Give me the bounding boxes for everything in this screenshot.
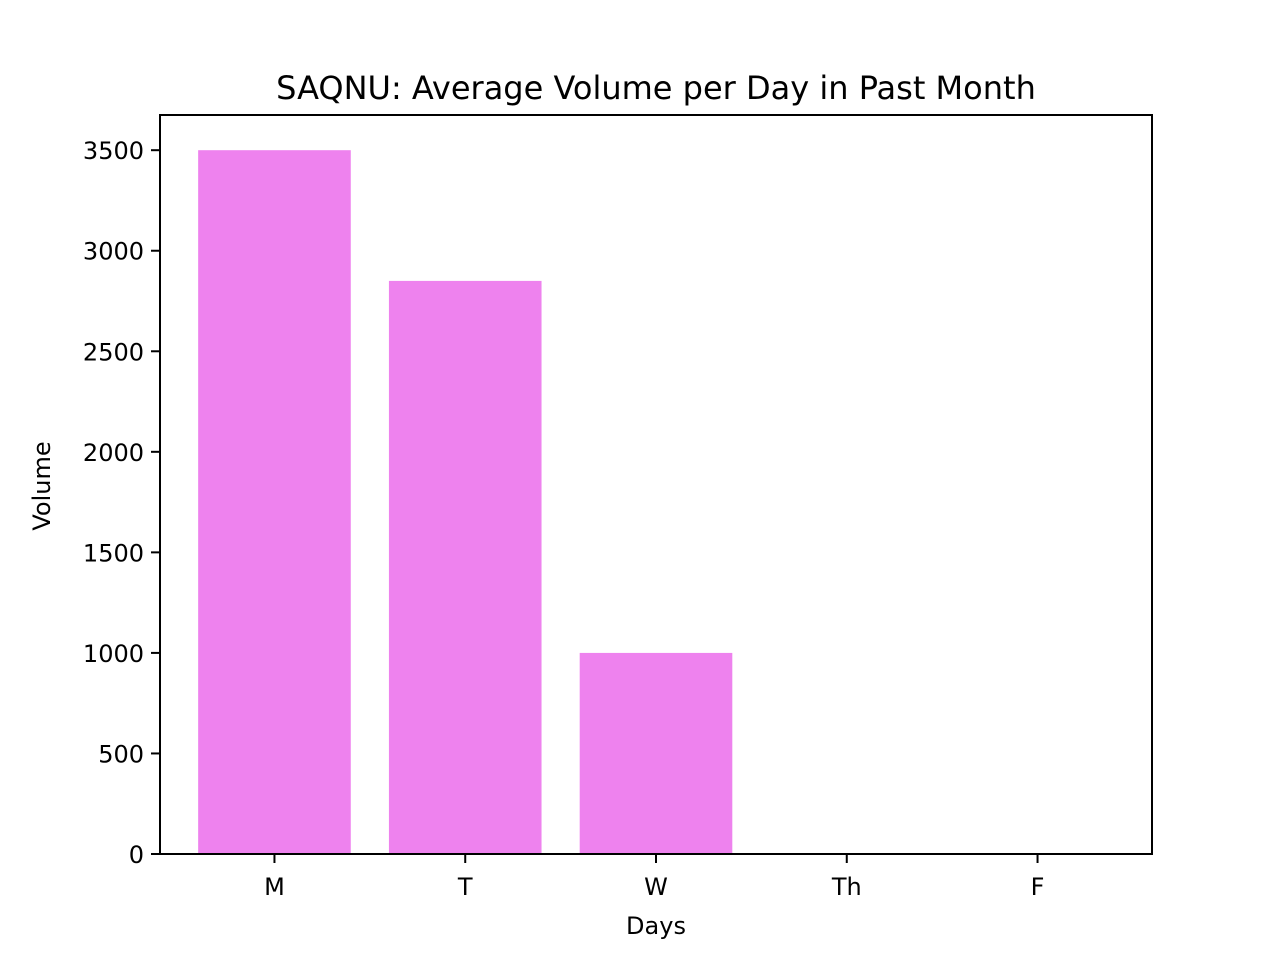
x-tick-label: W [644,873,668,901]
x-axis-ticks: M T W Th F [264,854,1044,901]
bars-group [198,150,733,854]
y-tick-label: 3000 [83,238,144,266]
y-tick-label: 500 [98,740,144,768]
y-tick-label: 0 [129,841,144,869]
y-tick-label: 2500 [83,338,144,366]
x-tick-label: F [1031,873,1045,901]
x-tick-label: M [264,873,285,901]
x-tick-label: Th [831,873,862,901]
y-tick-label: 3500 [83,137,144,165]
bar-m [198,150,351,854]
bar-w [579,652,733,854]
x-tick-label: T [457,873,473,901]
plot-area-frame [159,114,1153,855]
x-axis-label: Days [626,912,686,940]
y-tick-label: 2000 [83,439,144,467]
y-axis-ticks: 0 500 1000 1500 2000 2500 3000 3500 [83,137,160,869]
y-axis-label: Volume [28,441,56,530]
y-tick-label: 1000 [83,640,144,668]
y-tick-label: 1500 [83,539,144,567]
chart-title: SAQNU: Average Volume per Day in Past Mo… [276,69,1036,107]
bar-t [388,280,542,854]
